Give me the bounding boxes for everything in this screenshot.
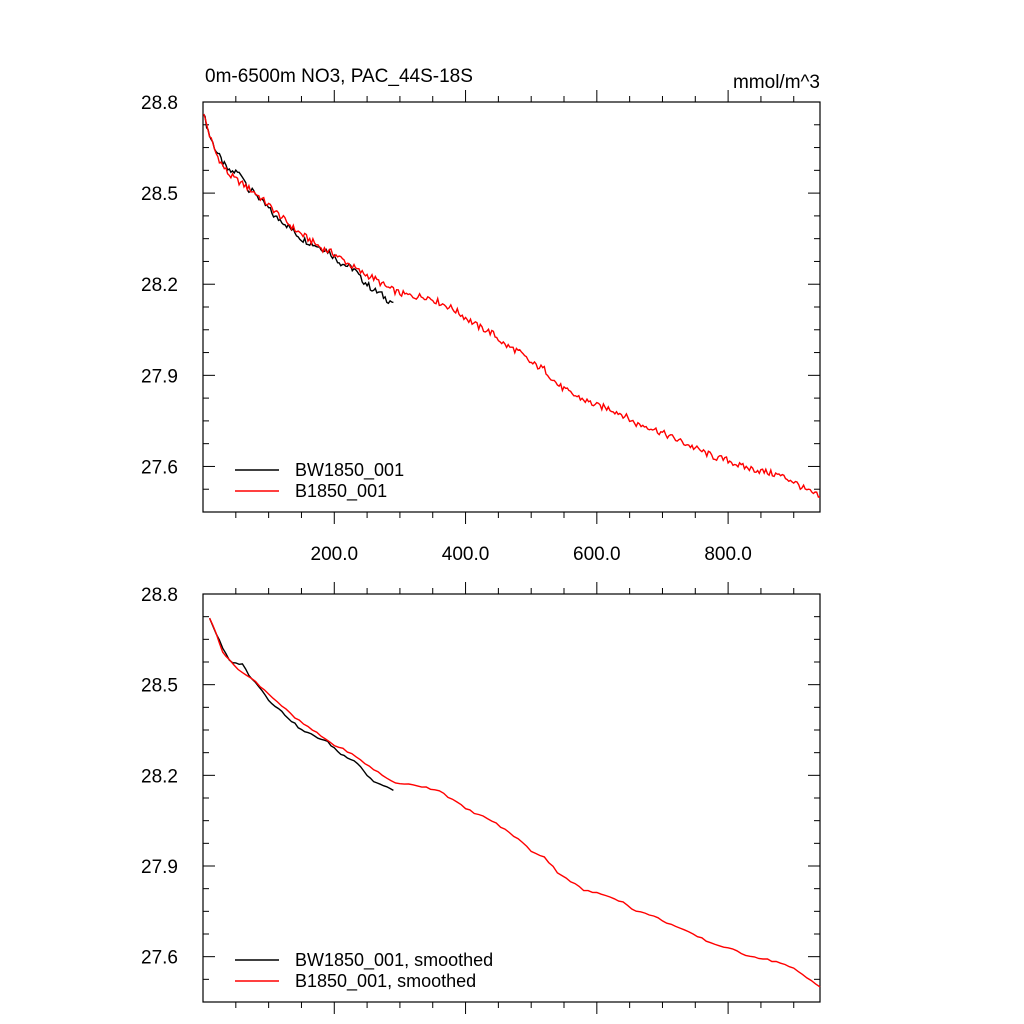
y-tick-label: 27.9 xyxy=(141,857,178,878)
y-tick-label: 28.5 xyxy=(141,184,178,205)
legend-label-1: BW1850_001, smoothed xyxy=(295,950,493,971)
y-tick-label: 28.8 xyxy=(141,93,178,114)
series-line-2 xyxy=(208,617,821,988)
units-label: mmol/m^3 xyxy=(733,72,820,93)
legend-label-2: B1850_001, smoothed xyxy=(295,971,476,992)
y-tick-label: 28.5 xyxy=(141,676,178,697)
x-tick-label: 200.0 xyxy=(311,544,359,565)
x-tick-label: 800.0 xyxy=(704,544,752,565)
y-tick-label: 27.9 xyxy=(141,366,178,387)
chart-panel-2: 27.6 27.9 28.2 28.5 28.8 BW1850_001, smoothed… xyxy=(141,582,821,1014)
series-line-1 xyxy=(203,113,394,305)
chart-panel-1: 27.6 27.9 28.2 28.5 28.8 200.0 400.0 600.0 800.0… xyxy=(141,66,821,565)
series-line-2 xyxy=(203,113,821,498)
y-tick-label: 28.2 xyxy=(141,275,178,296)
y-tick-label: 27.6 xyxy=(141,457,178,478)
legend-label-1: BW1850_001 xyxy=(295,460,404,481)
y-tick-label: 27.6 xyxy=(141,948,178,969)
y-tick-label: 28.8 xyxy=(141,585,178,606)
legend-label-2: B1850_001 xyxy=(295,481,387,502)
chart-title: 0m-6500m NO3, PAC_44S-18S xyxy=(205,66,473,87)
plot-frame xyxy=(202,593,821,1003)
series-line-1 xyxy=(208,617,394,792)
x-tick-label: 400.0 xyxy=(442,544,490,565)
plot-frame xyxy=(202,101,821,513)
x-tick-label: 600.0 xyxy=(573,544,621,565)
y-tick-label: 28.2 xyxy=(141,766,178,787)
